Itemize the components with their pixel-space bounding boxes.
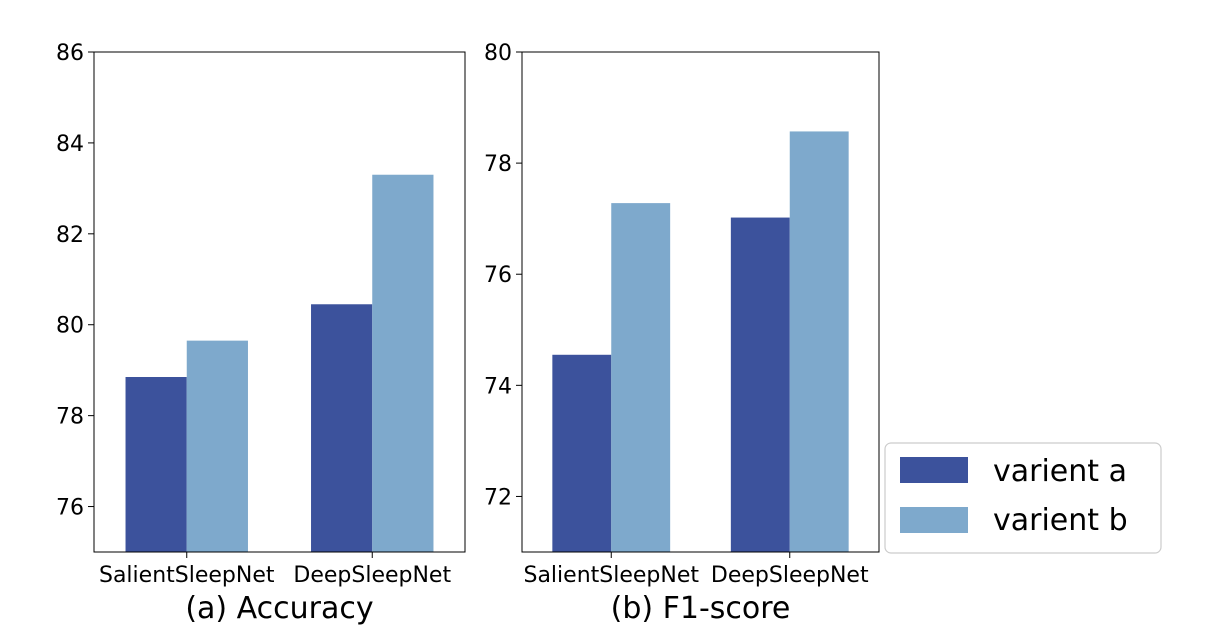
x-tick-label-deepsleepnet: DeepSleepNet [711,563,869,588]
y-tick-label: 74 [484,374,512,399]
panel-f1-score: 72 74 76 78 80 SalientSleepNet DeepSleepNet (b)… [484,41,880,626]
y-tick-label: 78 [56,405,84,430]
bar-varient-a-salientsleepnet [125,377,187,552]
subplot-title: (a) Accuracy [185,591,373,626]
legend-swatch-varient-b [900,507,968,533]
axes-frame [521,51,880,553]
bar-varient-b-deepsleepnet [372,174,434,553]
y-tick-label: 76 [484,263,512,288]
legend-label-varient-b: varient b [993,503,1128,538]
legend: varient a varient b [884,442,1162,554]
bar-varient-a-salientsleepnet [552,354,612,552]
bar-varient-a-deepsleepnet [311,304,373,552]
x-tick-label-salientsleepnet: SalientSleepNet [99,563,275,588]
y-tick-label: 80 [484,41,512,66]
x-tick-label-salientsleepnet: SalientSleepNet [523,563,699,588]
y-tick-label: 72 [484,485,512,510]
y-tick-label: 76 [56,496,84,521]
panel-accuracy: 76 78 80 82 84 86 SalientSleepNet DeepSleepNet (… [56,41,466,626]
y-tick-label: 84 [56,132,84,157]
bar-varient-b-salientsleepnet [186,340,248,552]
y-tick-label: 80 [56,314,84,339]
x-tick-label-deepsleepnet: DeepSleepNet [293,563,451,588]
y-tick-label: 78 [484,152,512,177]
axes-frame [93,51,466,553]
bar-varient-a-deepsleepnet [730,217,790,552]
subplot-title: (b) F1-score [611,591,791,626]
y-tick-label: 82 [56,223,84,248]
y-tick-label: 86 [56,41,84,66]
bar-varient-b-salientsleepnet [611,203,671,553]
bar-varient-b-deepsleepnet [789,131,849,552]
legend-label-varient-a: varient a [993,454,1127,489]
legend-swatch-varient-a [900,457,968,483]
